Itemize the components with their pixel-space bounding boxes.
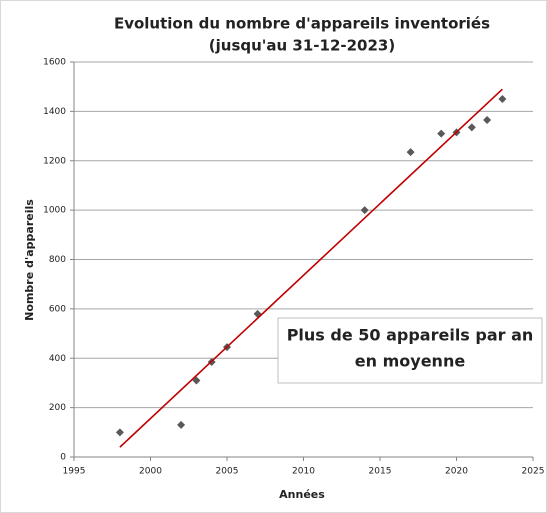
y-tick-label: 1200 (43, 156, 66, 166)
x-tick-label: 2005 (216, 467, 239, 477)
y-tick-label: 400 (49, 354, 66, 364)
data-point (483, 116, 492, 125)
y-tick-label: 200 (49, 403, 66, 413)
annotation-text: Plus de 50 appareils par an (287, 326, 534, 345)
annotation-box (277, 317, 543, 384)
annotation-text: en moyenne (355, 352, 466, 371)
x-tick-label: 2020 (445, 467, 468, 477)
y-tick-label: 0 (60, 453, 66, 463)
data-point (177, 420, 186, 429)
y-tick-label: 1600 (43, 58, 66, 68)
y-axis-label: Nombre d'appareils (23, 199, 36, 321)
x-axis-label: Années (279, 488, 325, 501)
data-point (437, 129, 446, 138)
y-tick-label: 1000 (43, 206, 66, 216)
y-tick-label: 1400 (43, 107, 66, 117)
x-tick-label: 2010 (292, 467, 315, 477)
x-tick-label: 2025 (522, 467, 545, 477)
x-tick-label: 2015 (369, 467, 392, 477)
x-tick-label: 1995 (63, 467, 86, 477)
data-point (360, 206, 369, 215)
data-point (115, 428, 124, 437)
x-tick-label: 2000 (139, 467, 162, 477)
chart-title: Evolution du nombre d'appareils inventor… (114, 15, 490, 33)
data-point (406, 148, 415, 157)
data-point (498, 95, 507, 104)
y-tick-label: 600 (49, 304, 66, 314)
chart-subtitle: (jusqu'au 31-12-2023) (209, 37, 395, 55)
data-point (467, 123, 476, 132)
y-tick-label: 800 (49, 255, 66, 265)
trendline (119, 88, 503, 448)
